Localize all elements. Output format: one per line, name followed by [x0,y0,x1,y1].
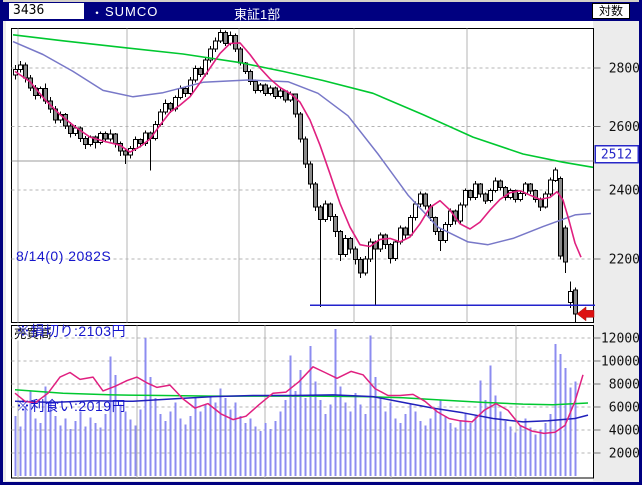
volume-moving-averages [14,366,589,435]
volume-title: 売買高 [13,326,55,341]
window-top-strip [3,0,639,2]
market-label: 東証1部 [234,7,281,22]
volume-panel-title: 売買高 [14,326,52,341]
chart-canvas[interactable]: 2800 2600 2400 2200 2512 12000 10000 8000 6000 40… [3,0,642,485]
entry-signal-line [310,304,595,322]
svg-text:6000: 6000 [609,401,640,416]
svg-text:10000: 10000 [601,355,640,370]
svg-text:2000: 2000 [609,447,640,462]
price-panel[interactable] [11,28,594,323]
candlesticks [13,29,578,322]
volume-bars [14,328,577,477]
svg-text:8000: 8000 [609,378,640,393]
stop-loss-label: ※損切り:2103円 [16,323,127,339]
stock-code-input[interactable]: 3436 [9,3,84,19]
log-scale-toggle[interactable]: 対数 [592,3,630,19]
svg-text:2512: 2512 [601,147,632,162]
take-profit-label: ※利食い:2019円 [16,398,127,414]
svg-text:12000: 12000 [601,332,640,347]
last-price-box: 2512 [594,144,639,164]
trade-annotation: 8/14(0) 2082S ※損切り:2103円 ※利食い:2019円 [16,194,126,469]
stock-name-label: SUMCO [105,4,159,19]
price-moving-averages [12,34,594,258]
svg-text:4000: 4000 [609,424,640,439]
entry-signal-label: 8/14(0) 2082S [16,248,112,264]
svg-text:2200: 2200 [609,252,640,267]
bullet-icon: ・ [91,6,104,20]
title-bar: 3436 ・ SUMCO 東証1部 対数 [3,2,639,22]
svg-text:2600: 2600 [609,120,640,135]
svg-text:2400: 2400 [609,184,640,199]
svg-text:2800: 2800 [609,61,640,76]
sell-arrow-icon [576,306,595,322]
